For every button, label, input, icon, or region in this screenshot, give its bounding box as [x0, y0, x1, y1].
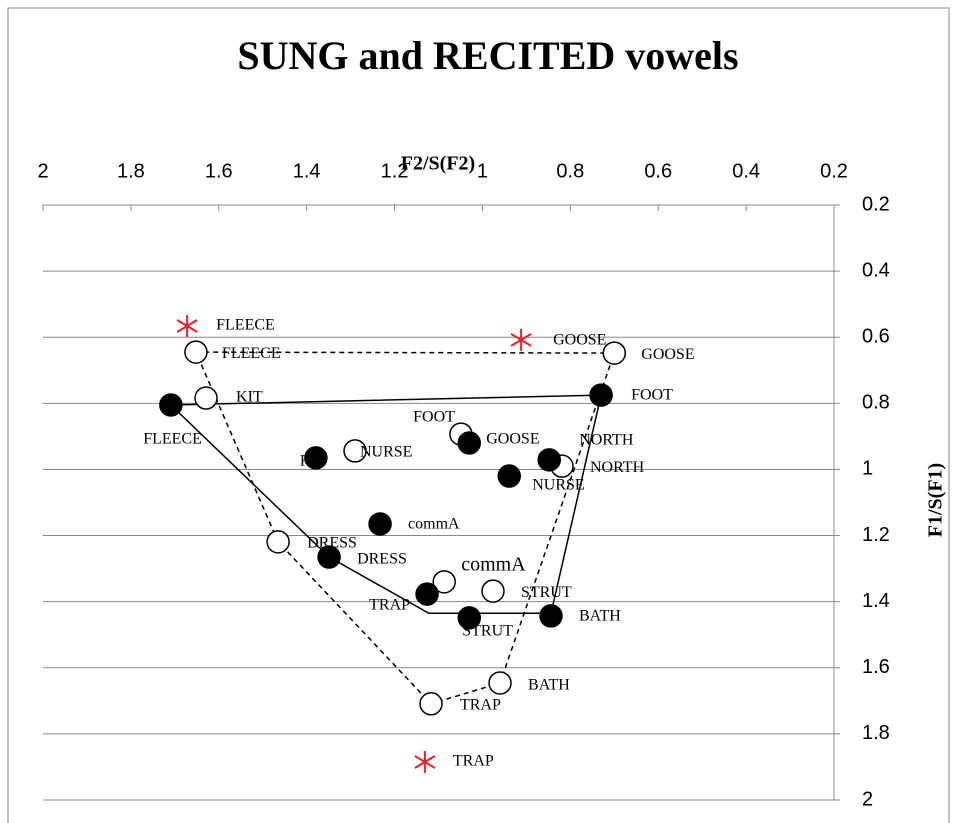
- x-tick-label: 2: [37, 160, 48, 182]
- point-label: STRUT: [521, 584, 572, 601]
- y-tick-label: 1.2: [862, 524, 890, 546]
- y-axis-label: F1/S(F1): [925, 463, 947, 537]
- filled-point: [304, 446, 328, 470]
- y-tick-label: 0.4: [862, 259, 890, 281]
- asterisk-stroke: [414, 755, 436, 769]
- y-tick-label: 0.6: [862, 326, 890, 348]
- open-point: [602, 341, 627, 365]
- open-point: [343, 439, 367, 463]
- point-label: DRESS: [307, 535, 357, 552]
- point-label: FOOT: [413, 409, 455, 426]
- point-label: KIT: [236, 389, 263, 406]
- y-tick-label: 1.8: [862, 722, 890, 744]
- point-label: TRAP: [460, 696, 501, 713]
- point-label: FLEECE: [216, 317, 275, 334]
- point-label: KIT: [300, 453, 327, 470]
- x-tick-label: 1.4: [293, 160, 321, 182]
- x-tick-label: 1.2: [381, 160, 409, 182]
- chart-title: SUNG and RECITED vowels: [237, 33, 738, 78]
- x-tick-label: 0.6: [644, 160, 672, 182]
- point-label: TRAP: [369, 597, 410, 614]
- y-tick-label: 1: [862, 458, 873, 480]
- point-label: commA: [408, 516, 460, 533]
- x-tick-label: 1.8: [117, 160, 145, 182]
- filled-point: [317, 545, 341, 569]
- open-point: [184, 340, 208, 364]
- filled-point: [368, 512, 392, 536]
- filled-point: [159, 393, 183, 417]
- x-tick-label: 0.4: [732, 160, 760, 182]
- x-axis-label: F2/S(F2): [401, 153, 475, 175]
- y-tick-label: 1.4: [862, 590, 890, 612]
- chart-frame: [7, 7, 950, 823]
- x-tick-label: 0.8: [556, 160, 584, 182]
- point-label: BATH: [528, 677, 570, 694]
- point-label: GOOSE: [641, 346, 694, 363]
- x-tick-label: 1.6: [205, 160, 233, 182]
- outline: [169, 394, 602, 614]
- asterisk-point: [176, 314, 198, 337]
- filled-point: [415, 582, 439, 606]
- y-tick-label: 2: [862, 788, 873, 810]
- open-point: [432, 570, 456, 594]
- filled-point: [539, 604, 563, 628]
- point-label: BATH: [579, 608, 621, 625]
- filled-point: [589, 383, 613, 407]
- point-label: DRESS: [357, 551, 407, 568]
- asterisk-stroke: [176, 319, 198, 333]
- point-label: FOOT: [631, 387, 673, 404]
- point-label: FLEECE: [222, 345, 281, 362]
- x-tick-label: 0.2: [820, 160, 848, 182]
- open-point: [266, 530, 290, 554]
- filled-point: [457, 431, 482, 455]
- point-label: NORTH: [579, 432, 634, 449]
- point-label: commA: [461, 553, 526, 575]
- x-tick-label: 1: [477, 160, 488, 182]
- y-tick-label: 1.6: [862, 656, 890, 678]
- point-label: GOOSE: [553, 332, 606, 349]
- point-label: FLEECE: [143, 431, 202, 448]
- point-label: NURSE: [360, 444, 412, 461]
- point-label: NORTH: [590, 459, 645, 476]
- point-label: TRAP: [453, 753, 494, 770]
- point-label: GOOSE: [486, 431, 539, 448]
- filled-point: [497, 464, 522, 488]
- point-label: STRUT: [462, 623, 513, 640]
- open-point: [194, 386, 218, 410]
- y-tick-label: 0.2: [862, 193, 890, 215]
- open-point: [419, 692, 443, 716]
- y-tick-label: 0.8: [862, 392, 890, 414]
- asterisk-stroke: [510, 333, 532, 347]
- filled-point: [457, 606, 482, 630]
- asterisk-point: [510, 328, 532, 351]
- filled-point: [537, 448, 561, 472]
- open-point: [488, 671, 512, 695]
- point-label: NURSE: [532, 477, 584, 494]
- asterisk-point: [414, 750, 436, 773]
- open-point: [481, 579, 505, 603]
